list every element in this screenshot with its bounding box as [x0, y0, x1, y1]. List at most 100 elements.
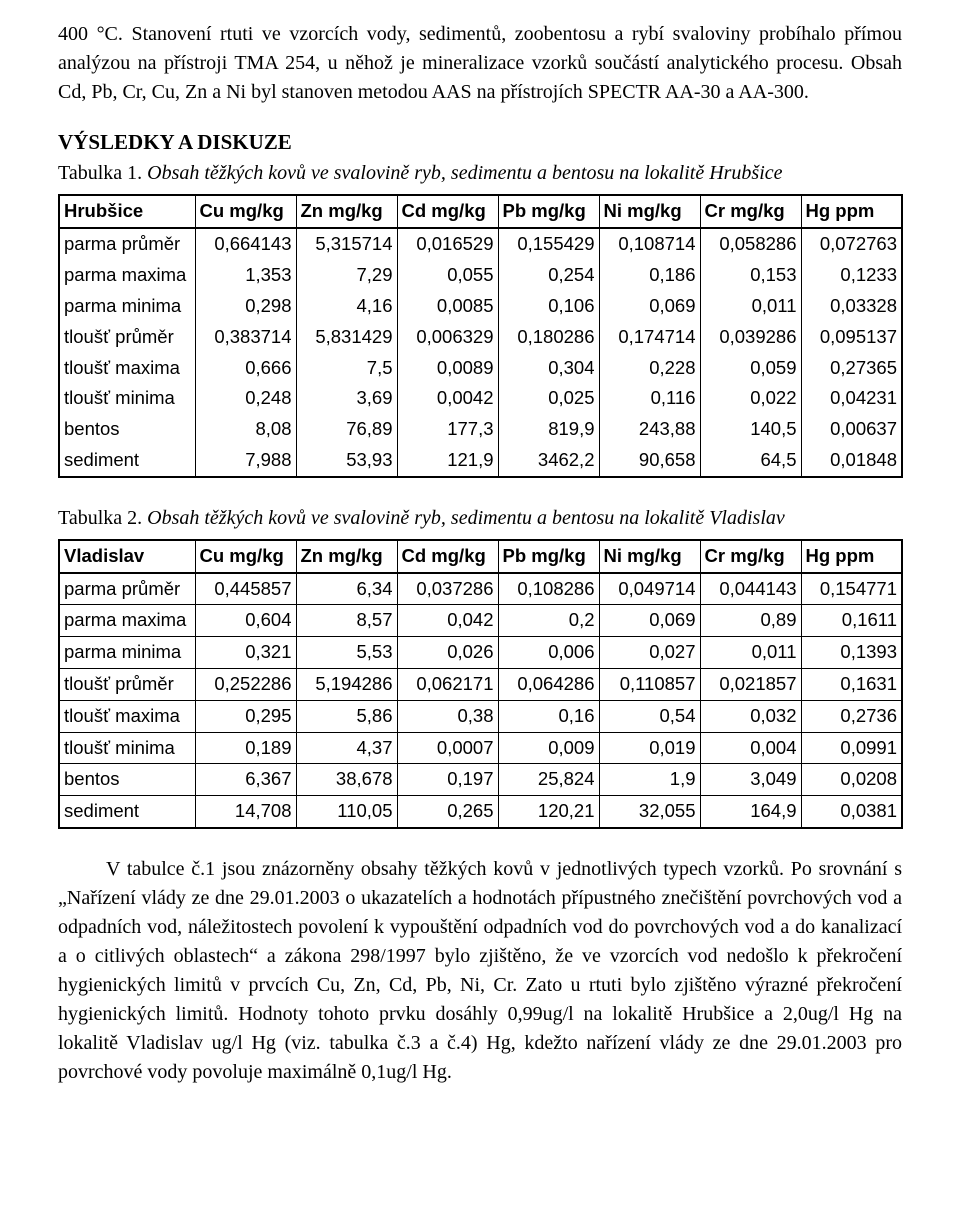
cell-value: 0,037286: [397, 573, 498, 605]
cell-value: 0,106: [498, 291, 599, 322]
cell-value: 0,108286: [498, 573, 599, 605]
cell-value: 0,54: [599, 700, 700, 732]
cell-value: 0,058286: [700, 228, 801, 260]
cell-value: 0,095137: [801, 322, 902, 353]
cell-value: 0,04231: [801, 383, 902, 414]
cell-value: 4,37: [296, 732, 397, 764]
row-label: tloušť minima: [59, 732, 195, 764]
column-header: Cd mg/kg: [397, 195, 498, 228]
cell-value: 0,006: [498, 637, 599, 669]
cell-value: 0,2736: [801, 700, 902, 732]
cell-value: 0,1393: [801, 637, 902, 669]
cell-value: 0,022: [700, 383, 801, 414]
cell-value: 0,254: [498, 260, 599, 291]
table2-body: parma průměr0,4458576,340,0372860,108286…: [59, 573, 902, 829]
cell-value: 0,011: [700, 291, 801, 322]
cell-value: 38,678: [296, 764, 397, 796]
cell-value: 0,1611: [801, 605, 902, 637]
table1-body: parma průměr0,6641435,3157140,0165290,15…: [59, 228, 902, 477]
row-label: tloušť minima: [59, 383, 195, 414]
cell-value: 121,9: [397, 445, 498, 477]
cell-value: 0,026: [397, 637, 498, 669]
cell-value: 0,00637: [801, 414, 902, 445]
table-row: parma průměr0,4458576,340,0372860,108286…: [59, 573, 902, 605]
cell-value: 0,38: [397, 700, 498, 732]
cell-value: 3462,2: [498, 445, 599, 477]
cell-value: 14,708: [195, 796, 296, 828]
intro-paragraph: 400 °C. Stanovení rtuti ve vzorcích vody…: [58, 20, 902, 107]
row-label: parma minima: [59, 291, 195, 322]
column-header: Cd mg/kg: [397, 540, 498, 573]
cell-value: 8,57: [296, 605, 397, 637]
cell-value: 5,53: [296, 637, 397, 669]
cell-value: 0,01848: [801, 445, 902, 477]
cell-value: 0,228: [599, 353, 700, 384]
table-row: tloušť minima0,2483,690,00420,0250,1160,…: [59, 383, 902, 414]
cell-value: 0,027: [599, 637, 700, 669]
column-header: Cr mg/kg: [700, 540, 801, 573]
table-row: tloušť průměr0,2522865,1942860,0621710,0…: [59, 669, 902, 701]
table-row: sediment7,98853,93121,93462,290,65864,50…: [59, 445, 902, 477]
cell-value: 0,248: [195, 383, 296, 414]
cell-value: 0,059: [700, 353, 801, 384]
cell-value: 0,0007: [397, 732, 498, 764]
table-row: parma minima0,3215,530,0260,0060,0270,01…: [59, 637, 902, 669]
table-row: tloušť maxima0,2955,860,380,160,540,0320…: [59, 700, 902, 732]
cell-value: 0,011: [700, 637, 801, 669]
cell-value: 140,5: [700, 414, 801, 445]
cell-value: 0,069: [599, 291, 700, 322]
row-label: sediment: [59, 796, 195, 828]
cell-value: 120,21: [498, 796, 599, 828]
cell-value: 0,032: [700, 700, 801, 732]
cell-value: 0,153: [700, 260, 801, 291]
table1-caption-rest: Obsah těžkých kovů ve svalovině ryb, sed…: [142, 162, 782, 184]
cell-value: 0,666: [195, 353, 296, 384]
column-header: Vladislav: [59, 540, 195, 573]
cell-value: 0,055: [397, 260, 498, 291]
cell-value: 0,186: [599, 260, 700, 291]
table-row: tloušť minima0,1894,370,00070,0090,0190,…: [59, 732, 902, 764]
cell-value: 0,0991: [801, 732, 902, 764]
cell-value: 164,9: [700, 796, 801, 828]
row-label: parma průměr: [59, 228, 195, 260]
cell-value: 7,988: [195, 445, 296, 477]
table2-caption-rest: Obsah těžkých kovů ve svalovině ryb, sed…: [142, 507, 785, 529]
cell-value: 64,5: [700, 445, 801, 477]
cell-value: 25,824: [498, 764, 599, 796]
column-header: Pb mg/kg: [498, 195, 599, 228]
cell-value: 0,265: [397, 796, 498, 828]
cell-value: 0,0208: [801, 764, 902, 796]
cell-value: 0,321: [195, 637, 296, 669]
cell-value: 0,197: [397, 764, 498, 796]
row-label: bentos: [59, 764, 195, 796]
cell-value: 0,445857: [195, 573, 296, 605]
row-label: sediment: [59, 445, 195, 477]
cell-value: 0,064286: [498, 669, 599, 701]
column-header: Zn mg/kg: [296, 195, 397, 228]
cell-value: 5,315714: [296, 228, 397, 260]
cell-value: 1,9: [599, 764, 700, 796]
table2-caption-lead: Tabulka 2.: [58, 507, 142, 529]
cell-value: 0,298: [195, 291, 296, 322]
cell-value: 0,116: [599, 383, 700, 414]
column-header: Pb mg/kg: [498, 540, 599, 573]
cell-value: 0,009: [498, 732, 599, 764]
cell-value: 819,9: [498, 414, 599, 445]
cell-value: 0,0042: [397, 383, 498, 414]
column-header: Cu mg/kg: [195, 540, 296, 573]
cell-value: 0,108714: [599, 228, 700, 260]
column-header: Ni mg/kg: [599, 195, 700, 228]
cell-value: 0,174714: [599, 322, 700, 353]
cell-value: 0,1631: [801, 669, 902, 701]
cell-value: 243,88: [599, 414, 700, 445]
column-header: Cr mg/kg: [700, 195, 801, 228]
cell-value: 0,252286: [195, 669, 296, 701]
cell-value: 5,194286: [296, 669, 397, 701]
cell-value: 177,3: [397, 414, 498, 445]
cell-value: 0,604: [195, 605, 296, 637]
table-row: bentos8,0876,89177,3819,9243,88140,50,00…: [59, 414, 902, 445]
table-row: bentos6,36738,6780,19725,8241,93,0490,02…: [59, 764, 902, 796]
cell-value: 0,025: [498, 383, 599, 414]
cell-value: 3,049: [700, 764, 801, 796]
cell-value: 0,155429: [498, 228, 599, 260]
